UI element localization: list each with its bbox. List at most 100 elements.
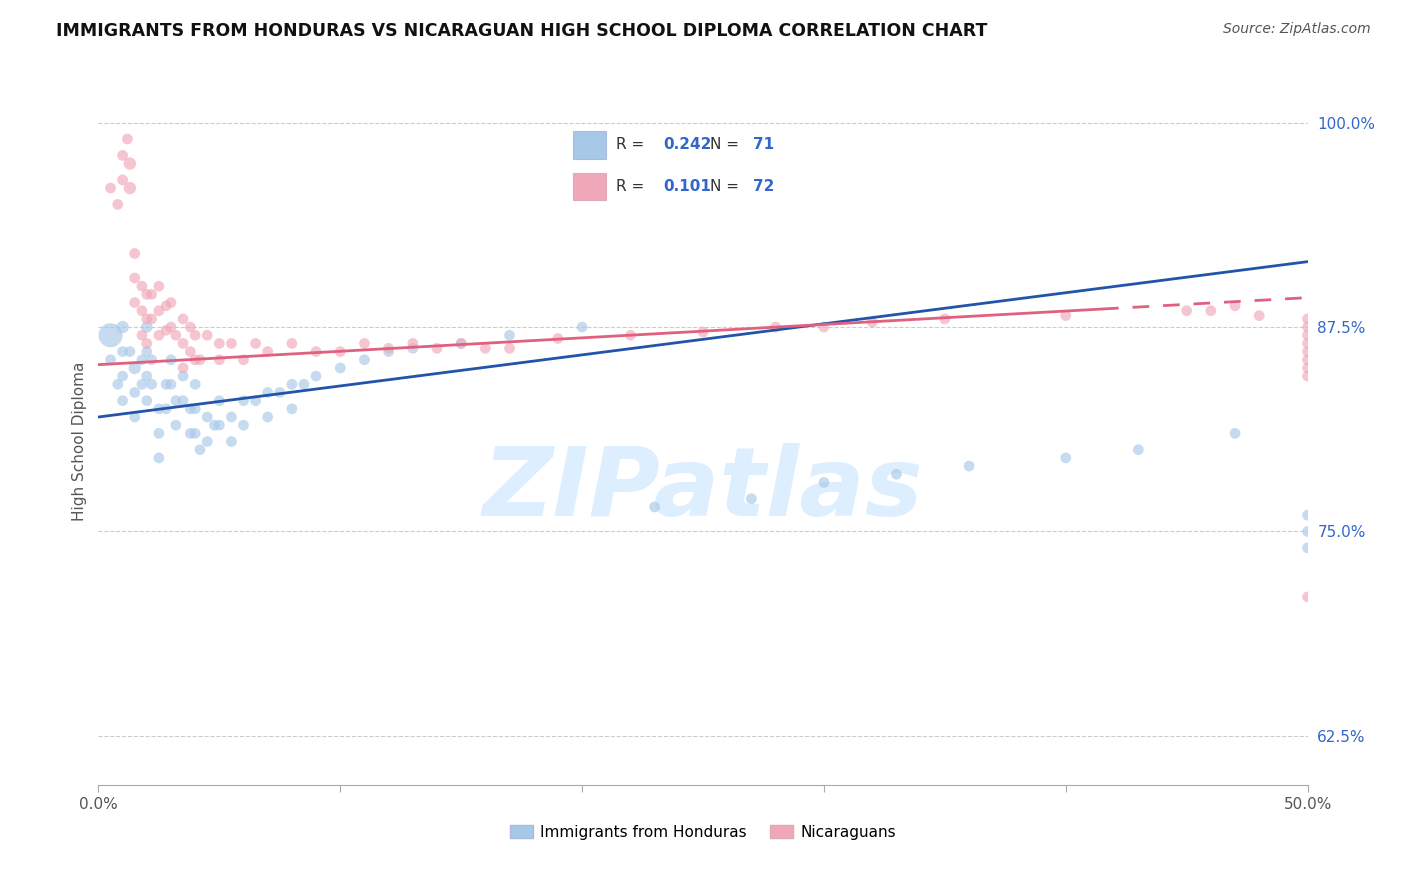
Point: [148, 328, 170, 343]
Point: [148, 426, 170, 441]
Point: [100, 181, 122, 195]
Point: [1054, 309, 1077, 323]
Legend: Immigrants from Honduras, Nicaraguans: Immigrants from Honduras, Nicaraguans: [503, 819, 903, 846]
Y-axis label: High School Diploma: High School Diploma: [72, 362, 87, 521]
Text: ZIPatlas: ZIPatlas: [482, 443, 924, 536]
Point: [292, 377, 315, 392]
Point: [402, 342, 425, 356]
Point: [160, 377, 183, 392]
Point: [155, 377, 177, 392]
Point: [353, 336, 375, 351]
Point: [179, 401, 201, 416]
Point: [765, 320, 787, 334]
Point: [131, 279, 153, 293]
Point: [1296, 361, 1319, 376]
Point: [860, 315, 883, 329]
Point: [329, 361, 352, 376]
Point: [1296, 541, 1319, 555]
Point: [165, 328, 187, 343]
Point: [124, 385, 146, 400]
Point: [221, 410, 243, 425]
Point: [619, 328, 641, 343]
Point: [165, 393, 187, 408]
Point: [934, 311, 956, 326]
Point: [281, 401, 304, 416]
Point: [111, 173, 134, 187]
Point: [148, 401, 170, 416]
Point: [155, 323, 177, 337]
Point: [957, 458, 980, 473]
Point: [160, 320, 183, 334]
Point: [135, 344, 157, 359]
Point: [111, 369, 134, 384]
Point: [172, 361, 194, 376]
Point: [148, 450, 170, 465]
Point: [118, 156, 141, 170]
Point: [1175, 303, 1198, 318]
Point: [124, 410, 146, 425]
Point: [184, 401, 207, 416]
Point: [740, 491, 762, 506]
Point: [1296, 344, 1319, 359]
Point: [195, 328, 218, 343]
Point: [148, 303, 170, 318]
Point: [353, 352, 375, 367]
Point: [179, 426, 201, 441]
Point: [141, 377, 163, 392]
Point: [135, 336, 157, 351]
Point: [148, 279, 170, 293]
Point: [1223, 299, 1246, 313]
Point: [135, 311, 157, 326]
Point: [1249, 309, 1271, 323]
Point: [172, 336, 194, 351]
Point: [256, 410, 278, 425]
Point: [165, 418, 187, 433]
Point: [208, 352, 231, 367]
Point: [256, 344, 278, 359]
Point: [305, 344, 328, 359]
Point: [131, 328, 153, 343]
Point: [281, 336, 304, 351]
Point: [644, 500, 666, 514]
Point: [100, 328, 122, 343]
Point: [498, 328, 520, 343]
Point: [232, 418, 254, 433]
Point: [184, 328, 207, 343]
Point: [124, 271, 146, 285]
Point: [426, 342, 449, 356]
Point: [107, 377, 129, 392]
Point: [179, 344, 201, 359]
Point: [135, 320, 157, 334]
Point: [188, 442, 211, 457]
Point: [141, 352, 163, 367]
Point: [208, 393, 231, 408]
Point: [131, 352, 153, 367]
Point: [1223, 426, 1246, 441]
Point: [813, 475, 835, 490]
Point: [1296, 369, 1319, 384]
Point: [1296, 336, 1319, 351]
Point: [269, 385, 291, 400]
Point: [184, 426, 207, 441]
Point: [124, 246, 146, 260]
Point: [208, 418, 231, 433]
Point: [107, 197, 129, 211]
Point: [547, 331, 569, 345]
Point: [232, 352, 254, 367]
Point: [118, 344, 141, 359]
Point: [450, 336, 472, 351]
Point: [245, 336, 267, 351]
Point: [111, 320, 134, 334]
Point: [155, 299, 177, 313]
Point: [498, 342, 520, 356]
Point: [172, 393, 194, 408]
Point: [281, 377, 304, 392]
Point: [450, 336, 472, 351]
Point: [208, 336, 231, 351]
Point: [135, 287, 157, 301]
Point: [305, 369, 328, 384]
Point: [131, 303, 153, 318]
Point: [1128, 442, 1150, 457]
Point: [1296, 524, 1319, 539]
Point: [124, 361, 146, 376]
